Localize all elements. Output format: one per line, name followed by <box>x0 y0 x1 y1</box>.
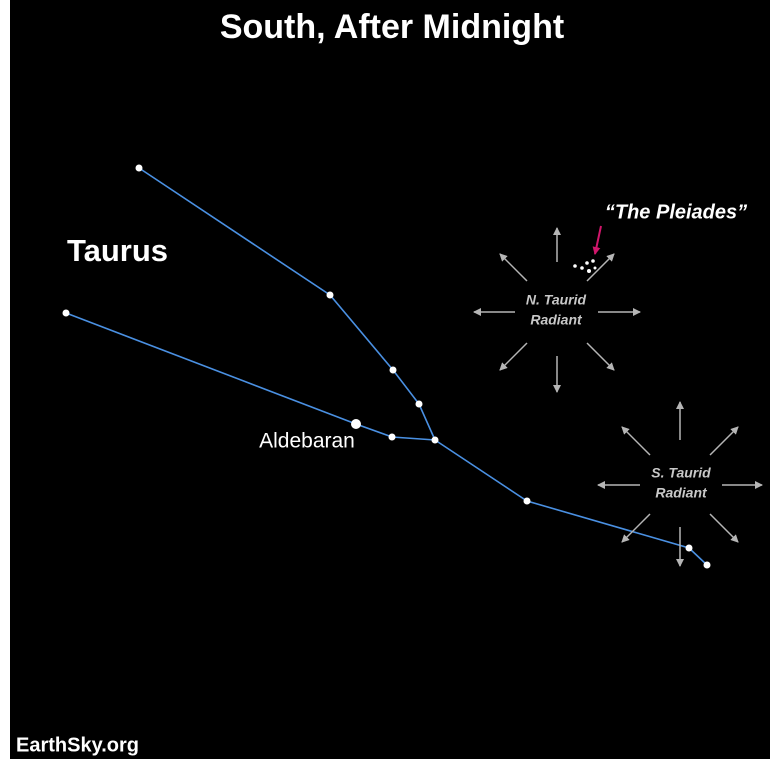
constellation-label: Taurus <box>67 233 168 268</box>
sky-chart: South, After Midnight Taurus Aldebaran “… <box>0 0 777 759</box>
radiant-label: Radiant <box>655 485 708 501</box>
radiant-label: S. Taurid <box>651 465 711 481</box>
credit: EarthSky.org <box>16 734 139 756</box>
radiant-label: Radiant <box>530 312 583 328</box>
cluster-label: “The Pleiades” <box>605 201 747 223</box>
title: South, After Midnight <box>220 8 564 46</box>
sky-background <box>10 0 770 759</box>
radiant-label: N. Taurid <box>526 292 587 308</box>
star-label: Aldebaran <box>259 430 355 453</box>
